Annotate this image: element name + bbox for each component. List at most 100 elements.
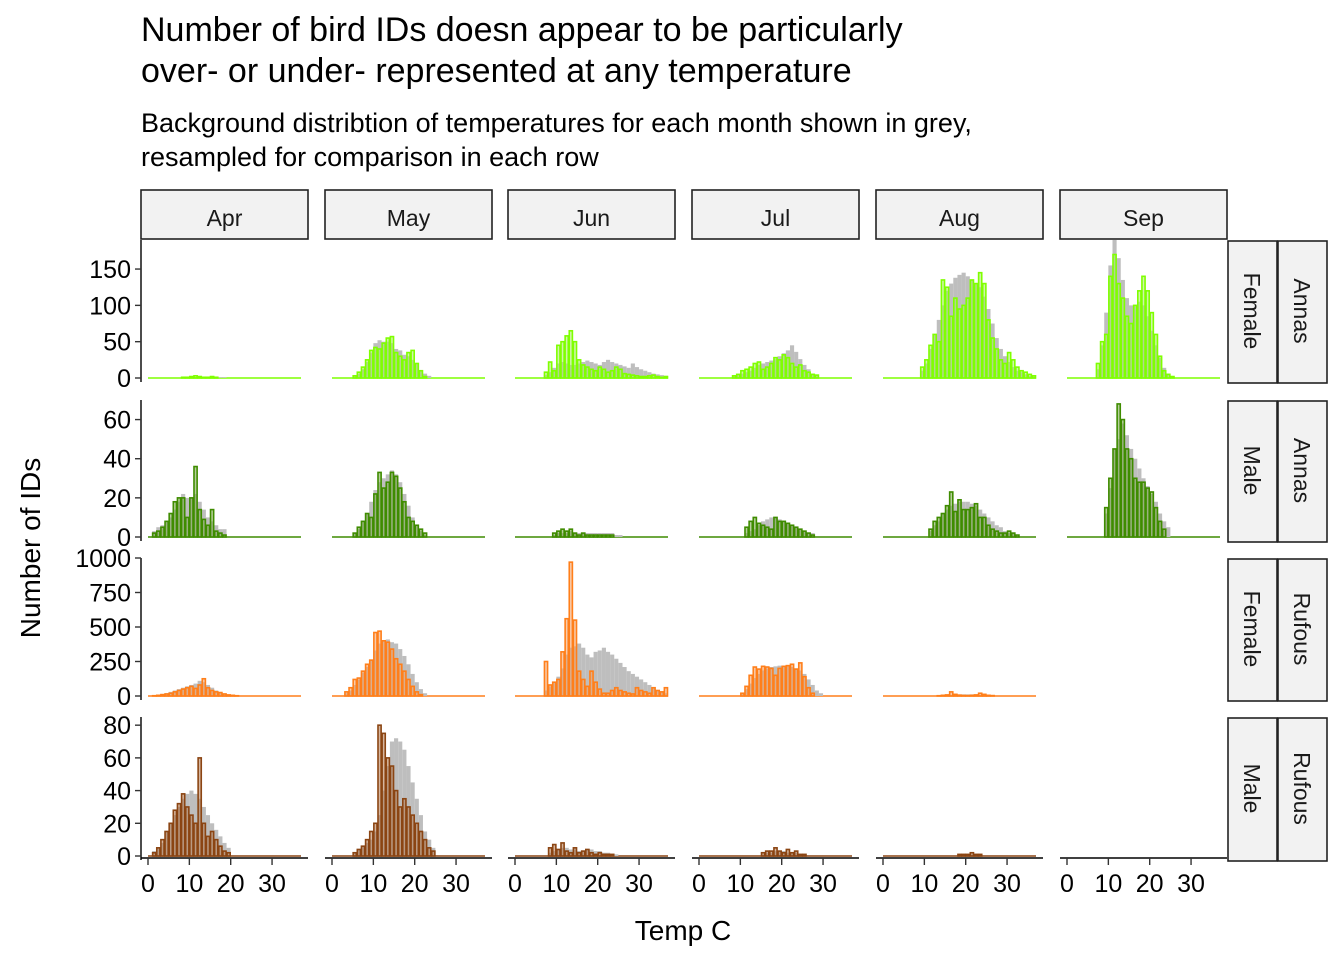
id-bar-0-2-2: [551, 369, 557, 379]
id-bar-2-0-8: [184, 686, 190, 697]
id-bar-3-3-0: [760, 851, 766, 857]
id-bar-0-4-20: [1002, 362, 1008, 379]
id-bar-2-3-10: [781, 665, 787, 697]
id-bar-2-2-3: [556, 678, 561, 697]
x-tick-label-sep-10: 10: [1094, 870, 1122, 898]
id-bar-1-4-15: [990, 528, 995, 538]
id-bar-1-5-10: [1145, 487, 1151, 538]
id-bar-0-3-10: [773, 356, 778, 379]
x-axis-title: Temp C: [635, 915, 731, 946]
id-bar-0-3-16: [797, 364, 803, 379]
id-bar-2-1-2: [352, 678, 358, 697]
id-bar-1-0-5: [172, 500, 178, 538]
id-bar-3-0-4: [168, 822, 174, 857]
id-bar-0-5-12: [1145, 290, 1151, 379]
id-bar-1-4-11: [973, 502, 979, 538]
id-bar-3-0-13: [205, 835, 211, 857]
id-bar-0-4-13: [973, 282, 979, 379]
id-bar-0-5-2: [1103, 333, 1109, 379]
bg-bar-0-0-9: [218, 377, 223, 378]
id-bar-1-3-16: [810, 534, 816, 538]
bg-bar-2-1-18: [418, 689, 423, 696]
id-bar-1-3-8: [777, 520, 783, 538]
id-bar-0-3-14: [789, 362, 795, 379]
id-bar-1-1-12: [401, 500, 407, 538]
id-bar-0-4-15: [981, 282, 987, 379]
id-bar-0-4-3: [932, 333, 938, 379]
chart-title-line-1: Number of bird IDs doesn appear to be pa…: [141, 11, 903, 49]
id-bar-2-2-12: [593, 681, 599, 697]
id-bar-2-2-24: [642, 691, 648, 697]
bg-bar-3-0-13: [205, 815, 211, 856]
id-bar-0-1-4: [368, 349, 374, 379]
id-bar-2-4-6: [961, 694, 967, 697]
id-bar-2-3-11: [785, 664, 791, 697]
id-bar-3-0-3: [164, 830, 169, 857]
id-bar-3-1-3: [364, 838, 370, 857]
id-bar-2-2-22: [634, 686, 640, 697]
x-tick-label-sep-20: 20: [1136, 870, 1164, 898]
id-bar-1-1-5: [373, 493, 378, 538]
id-bar-2-0-7: [180, 688, 186, 697]
id-bar-0-2-6: [568, 329, 574, 379]
x-tick-label-jun-10: 10: [542, 870, 570, 898]
id-bar-1-1-14: [410, 520, 416, 538]
id-bar-0-4-17: [990, 337, 995, 379]
id-bar-2-2-1: [547, 684, 553, 697]
y-tick-label-1-60: 60: [103, 407, 131, 435]
x-tick-label-apr-20: 20: [217, 870, 245, 898]
row-strip-label-sex-0: Female: [1239, 273, 1265, 350]
id-bar-3-1-17: [422, 838, 428, 857]
id-bar-2-3-4: [756, 668, 762, 697]
id-bar-0-3-7: [760, 368, 766, 379]
id-bar-1-2-9: [589, 534, 594, 538]
id-bar-2-1-11: [389, 648, 395, 697]
id-bar-0-3-5: [752, 362, 758, 379]
id-bar-0-2-29: [663, 375, 669, 379]
x-tick-label-jun-30: 30: [625, 870, 653, 898]
id-bar-0-0-7: [209, 375, 215, 379]
column-strip-jun: [507, 189, 676, 240]
id-bar-0-2-16: [609, 369, 615, 379]
id-bar-0-2-24: [642, 375, 648, 379]
id-bar-1-4-6: [952, 510, 958, 538]
id-bar-2-1-18: [418, 693, 424, 697]
id-bar-2-0-6: [176, 689, 182, 697]
bg-bar-2-1-19: [422, 693, 428, 696]
id-bar-2-1-13: [397, 663, 403, 697]
y-tick-label-3-60: 60: [103, 745, 131, 773]
id-bar-1-2-12: [601, 534, 607, 538]
id-bar-1-1-8: [385, 481, 391, 538]
id-bar-0-2-13: [597, 366, 603, 379]
row-strip-sex-2: [1227, 558, 1278, 702]
id-bar-0-3-15: [793, 366, 799, 379]
id-bar-1-0-6: [176, 497, 182, 538]
id-bar-0-0-5: [201, 376, 207, 379]
id-bar-1-1-6: [377, 471, 382, 538]
y-tick-label-2-750: 750: [89, 580, 131, 608]
id-bar-2-1-9: [381, 639, 387, 697]
id-bar-0-1-15: [414, 362, 420, 379]
id-bar-1-3-3: [756, 522, 762, 538]
id-bar-0-2-0: [543, 371, 549, 379]
id-bar-2-4-4: [952, 693, 958, 697]
id-bar-3-1-2: [360, 845, 366, 857]
id-bar-0-2-8: [576, 359, 582, 379]
id-bar-2-1-0: [344, 691, 349, 697]
id-bar-2-3-14: [797, 662, 803, 697]
bg-bar-0-2-21: [630, 363, 635, 378]
id-bar-2-3-3: [752, 666, 758, 697]
id-bar-3-3-8: [793, 850, 799, 857]
id-bar-1-4-4: [944, 504, 950, 538]
id-bar-1-5-3: [1116, 403, 1122, 538]
id-bar-2-4-10: [977, 692, 983, 697]
column-strip-label-apr: Apr: [207, 205, 243, 231]
id-bar-0-3-19: [810, 373, 816, 379]
column-strip-label-aug: Aug: [939, 205, 980, 231]
id-bar-3-0-5: [172, 809, 178, 857]
id-bar-0-3-17: [802, 369, 807, 379]
id-bar-1-2-6: [576, 534, 582, 538]
bg-bar-2-3-17: [810, 684, 815, 696]
id-bar-1-3-6: [768, 528, 774, 538]
id-bar-2-1-7: [373, 631, 378, 697]
